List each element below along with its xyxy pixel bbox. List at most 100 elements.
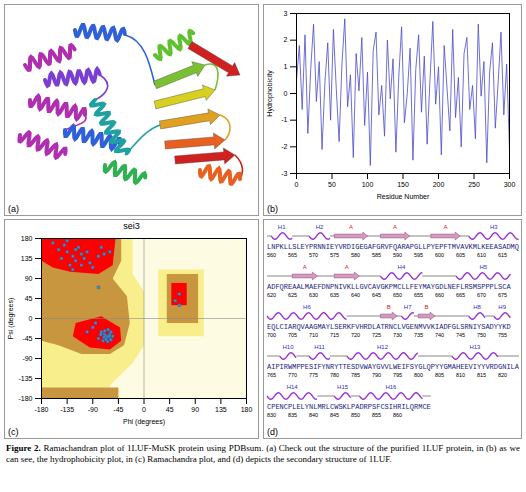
svg-text:635: 635 [330,292,339,298]
svg-text:-90: -90 [22,355,32,362]
svg-text:750: 750 [477,332,486,338]
svg-text:655: 655 [414,292,423,298]
svg-text:H4: H4 [398,264,406,270]
svg-text:560: 560 [267,252,276,258]
svg-text:630: 630 [309,292,318,298]
svg-text:-180: -180 [34,406,48,413]
svg-text:-2: -2 [281,143,287,150]
svg-text:775: 775 [309,372,318,378]
svg-text:0: 0 [295,181,299,188]
svg-text:820: 820 [498,372,507,378]
svg-text:0: 0 [142,406,146,413]
svg-text:835: 835 [288,412,297,418]
svg-text:660: 660 [435,292,444,298]
svg-text:H7: H7 [404,304,412,310]
svg-text:135: 135 [215,406,227,413]
svg-text:H6: H6 [303,304,311,310]
svg-text:580: 580 [351,252,360,258]
svg-text:45: 45 [166,406,174,413]
svg-text:735: 735 [414,332,423,338]
svg-text:725: 725 [372,332,381,338]
svg-text:Q: Q [515,243,519,251]
svg-text:H1: H1 [278,224,286,230]
svg-text:H14: H14 [287,384,299,390]
svg-text:A: A [349,224,353,230]
svg-text:715: 715 [330,332,339,338]
svg-text:-135: -135 [60,406,74,413]
svg-text:300: 300 [504,181,516,188]
svg-text:100: 100 [362,181,374,188]
svg-text:-90: -90 [88,406,98,413]
svg-text:810: 810 [456,372,465,378]
svg-text:B: B [425,304,429,310]
svg-text:H8: H8 [473,304,481,310]
svg-text:765: 765 [267,372,276,378]
svg-text:A: A [506,283,511,291]
svg-text:H9: H9 [498,304,506,310]
svg-text:795: 795 [393,372,402,378]
svg-text:Phi (degrees): Phi (degrees) [123,418,165,426]
svg-text:H3: H3 [490,224,498,230]
svg-text:H2: H2 [316,224,324,230]
svg-text:3: 3 [284,10,288,17]
svg-text:850: 850 [351,412,360,418]
svg-text:150: 150 [397,181,409,188]
svg-text:710: 710 [309,332,318,338]
svg-text:1: 1 [284,63,288,70]
svg-text:840: 840 [309,412,318,418]
svg-text:565: 565 [288,252,297,258]
svg-text:670: 670 [477,292,486,298]
svg-text:180: 180 [21,235,33,242]
svg-text:860: 860 [393,412,402,418]
svg-text:640: 640 [351,292,360,298]
svg-text:Hydrophobicity: Hydrophobicity [266,70,274,117]
svg-text:A: A [443,224,447,230]
svg-text:250: 250 [468,181,480,188]
svg-text:90: 90 [25,275,33,282]
svg-text:745: 745 [456,332,465,338]
svg-text:Psi (degrees): Psi (degrees) [7,298,15,340]
svg-text:705: 705 [288,332,297,338]
svg-text:Residue Number: Residue Number [377,193,430,200]
svg-text:585: 585 [372,252,381,258]
svg-text:855: 855 [372,412,381,418]
svg-text:45: 45 [25,295,33,302]
svg-text:755: 755 [498,332,507,338]
svg-text:700: 700 [267,332,276,338]
svg-text:H11: H11 [314,344,325,350]
svg-text:815: 815 [477,372,486,378]
svg-text:H5: H5 [479,264,487,270]
svg-text:-45: -45 [113,406,123,413]
svg-text:-180: -180 [18,395,32,402]
svg-text:805: 805 [435,372,444,378]
svg-text:780: 780 [330,372,339,378]
svg-text:620: 620 [267,292,276,298]
svg-text:650: 650 [393,292,402,298]
svg-text:570: 570 [309,252,318,258]
svg-text:595: 595 [414,252,423,258]
svg-text:625: 625 [288,292,297,298]
svg-text:A: A [393,224,397,230]
svg-text:730: 730 [393,332,402,338]
svg-text:665: 665 [456,292,465,298]
svg-text:-1: -1 [281,116,287,123]
svg-text:-3: -3 [281,170,287,177]
svg-text:180: 180 [241,406,253,413]
svg-text:200: 200 [433,181,445,188]
svg-text:720: 720 [351,332,360,338]
svg-text:135: 135 [21,255,33,262]
svg-text:610: 610 [477,252,486,258]
svg-text:90: 90 [191,406,199,413]
svg-text:E: E [427,403,431,411]
svg-text:H15: H15 [337,384,349,390]
svg-text:A: A [303,264,307,270]
svg-text:785: 785 [351,372,360,378]
svg-text:B: B [387,304,391,310]
svg-text:830: 830 [267,412,276,418]
svg-text:590: 590 [393,252,402,258]
svg-text:845: 845 [330,412,339,418]
svg-text:2: 2 [284,36,288,43]
svg-text:A: A [515,363,520,371]
svg-text:0: 0 [29,315,33,322]
svg-text:605: 605 [456,252,465,258]
